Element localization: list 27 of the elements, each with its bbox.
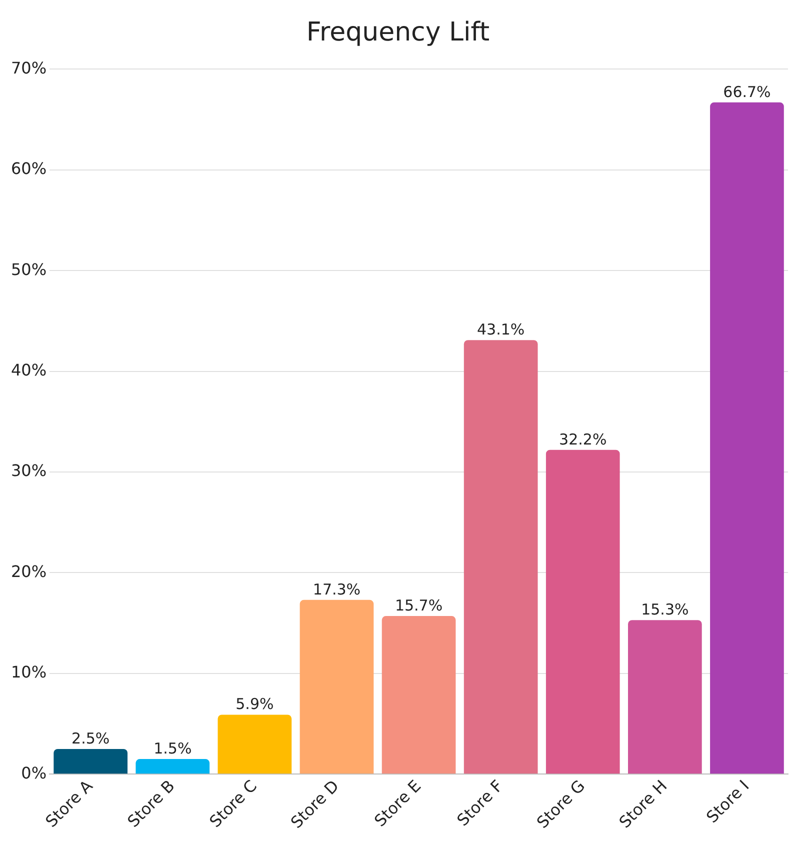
y-tick-label: 40% — [11, 360, 47, 380]
chart-title: Frequency Lift — [306, 17, 490, 48]
bar — [546, 450, 620, 774]
y-tick-label: 30% — [11, 461, 47, 480]
bar — [300, 600, 374, 774]
y-tick-label: 0% — [21, 763, 47, 782]
bar — [382, 616, 456, 774]
bar — [218, 714, 292, 774]
data-label: 32.2% — [559, 430, 607, 448]
y-tick-label: 60% — [11, 159, 47, 178]
bar — [628, 620, 702, 774]
bar — [710, 102, 784, 774]
data-label: 5.9% — [236, 695, 274, 714]
bar — [136, 759, 210, 774]
y-tick-label: 50% — [11, 260, 47, 279]
data-label: 2.5% — [72, 729, 110, 748]
data-label: 1.5% — [154, 739, 192, 758]
bar — [464, 340, 538, 774]
data-label: 15.7% — [394, 596, 443, 614]
y-tick-label: 20% — [11, 562, 47, 581]
data-label: 66.7% — [723, 82, 771, 101]
data-label: 43.1% — [477, 320, 525, 338]
y-tick-label: 10% — [11, 662, 47, 682]
data-label: 17.3% — [312, 580, 361, 598]
bar — [54, 748, 128, 774]
y-tick-label: 70% — [11, 58, 47, 78]
data-label: 15.3% — [641, 600, 689, 618]
